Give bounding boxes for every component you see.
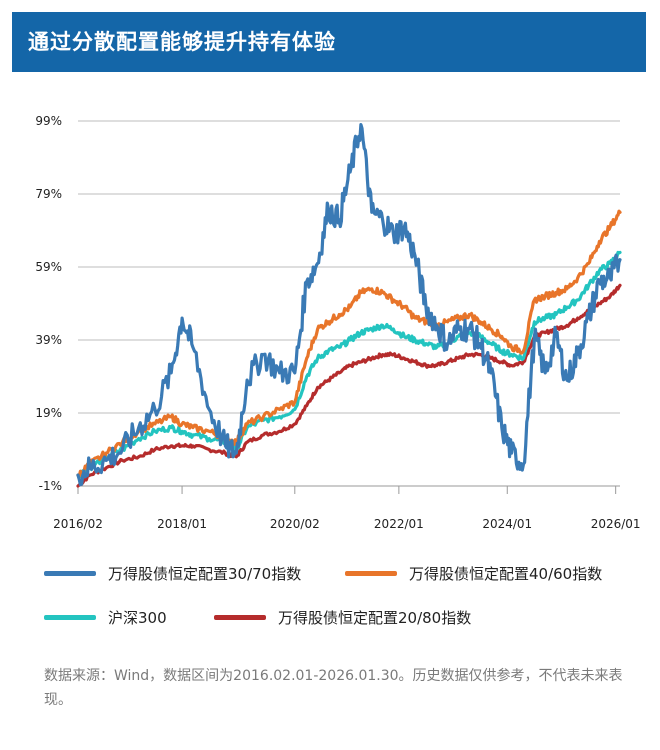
chart-title: 通过分散配置能够提升持有体验 xyxy=(28,30,336,54)
legend-item-hs300: 沪深300 xyxy=(44,607,167,628)
series-line-3 xyxy=(76,283,622,488)
line-chart: 99% 79% 59% 39% 19% -1% 2016/02 2018/01 2020/02… xyxy=(35,114,641,531)
legend-swatch-hs300 xyxy=(44,615,96,620)
x-tick-label: 2022/01 xyxy=(374,517,424,531)
x-tick-label: 2018/01 xyxy=(157,517,207,531)
legend-item-40-60: 万得股债恒定配置40/60指数 xyxy=(345,563,602,584)
series-lines xyxy=(76,123,622,488)
y-tick-label: 79% xyxy=(35,187,62,201)
legend-label-hs300: 沪深300 xyxy=(108,609,167,627)
x-tick-label: 2016/02 xyxy=(53,517,103,531)
legend-label-40-60: 万得股债恒定配置40/60指数 xyxy=(409,565,603,583)
legend-label-20-80: 万得股债恒定配置20/80指数 xyxy=(278,609,472,627)
y-tick-label: 39% xyxy=(35,333,62,347)
x-tick-label: 2024/01 xyxy=(482,517,532,531)
chart-header: 通过分散配置能够提升持有体验 xyxy=(12,12,646,72)
series-line-2 xyxy=(76,250,622,479)
y-tick-label: 59% xyxy=(35,260,62,274)
y-tick-label: -1% xyxy=(39,479,62,493)
x-tick-label: 2020/02 xyxy=(270,517,320,531)
series-line-0 xyxy=(76,123,622,487)
y-tick-label: 99% xyxy=(35,114,62,128)
legend-swatch-20-80 xyxy=(214,615,266,620)
legend-item-20-80: 万得股债恒定配置20/80指数 xyxy=(214,607,471,628)
series-line-1 xyxy=(76,209,622,478)
legend-swatch-40-60 xyxy=(345,571,397,576)
legend-item-30-70: 万得股债恒定配置30/70指数 xyxy=(44,563,301,584)
legend-label-30-70: 万得股债恒定配置30/70指数 xyxy=(108,565,302,583)
x-tick-label: 2026/01 xyxy=(591,517,641,531)
source-note: 数据来源：Wind，数据区间为2016.02.01-2026.01.30。历史数… xyxy=(44,668,623,708)
x-axis: 2016/02 2018/01 2020/02 2022/01 2024/01 2026/… xyxy=(53,485,641,531)
legend-swatch-30-70 xyxy=(44,571,96,576)
y-tick-label: 19% xyxy=(35,406,62,420)
y-axis-ticks: 99% 79% 59% 39% 19% -1% xyxy=(35,114,62,493)
